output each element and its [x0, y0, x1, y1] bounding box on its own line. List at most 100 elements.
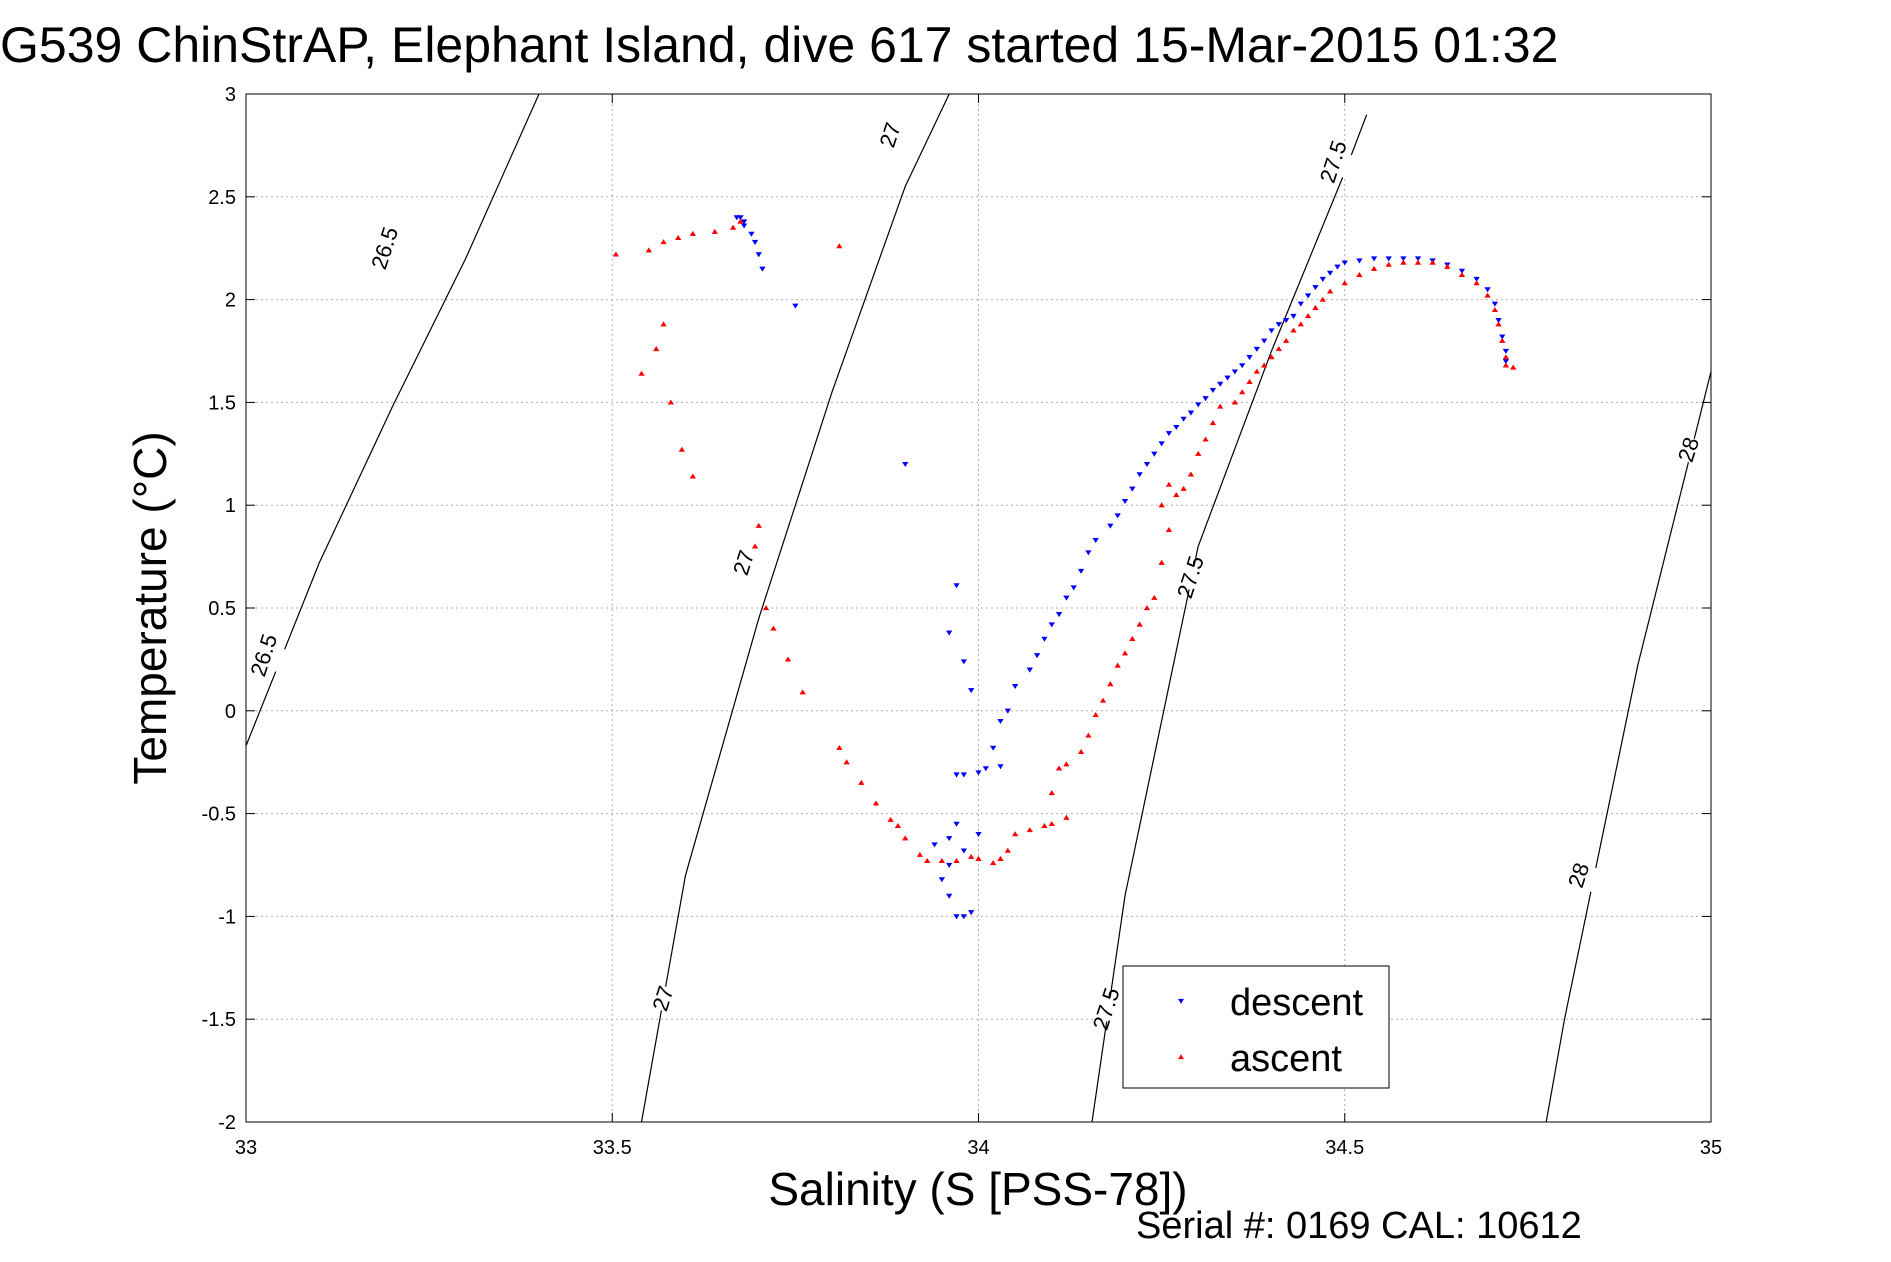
- descent-point: [1114, 513, 1121, 519]
- y-tick-label: 2: [225, 290, 236, 312]
- x-tick-label: 34.5: [1325, 1137, 1364, 1159]
- descent-point: [1253, 346, 1260, 352]
- ascent-point: [1261, 362, 1268, 368]
- descent-point: [1502, 359, 1510, 365]
- ascent-point: [1370, 265, 1378, 271]
- ascent-point: [1173, 492, 1180, 498]
- descent-point: [1217, 381, 1224, 387]
- ascent-point: [1304, 313, 1312, 319]
- ascent-point: [924, 857, 931, 864]
- descent-point: [953, 914, 960, 920]
- descent-point: [1041, 636, 1048, 642]
- ascent-point: [1444, 263, 1451, 269]
- grid: [246, 94, 1711, 1122]
- data-series: [612, 215, 1517, 920]
- ascent-point: [1107, 681, 1114, 687]
- descent-point: [1136, 472, 1143, 478]
- contour-label-bg: [862, 115, 920, 155]
- x-axis-label: Salinity (S [PSS-78]): [768, 1163, 1187, 1215]
- descent-point: [1356, 258, 1363, 264]
- descent-point: [975, 770, 982, 776]
- descent-point: [1268, 328, 1275, 334]
- ascent-point: [1217, 403, 1224, 409]
- descent-point: [1077, 568, 1085, 574]
- ascent-point: [1180, 485, 1187, 491]
- ascent-point: [1400, 259, 1407, 265]
- descent-point: [1202, 396, 1209, 402]
- legend: descent ascent: [1122, 965, 1390, 1089]
- ascent-point: [1510, 364, 1517, 370]
- ascent-point: [660, 239, 667, 245]
- descent-point: [968, 910, 975, 916]
- descent-point: [953, 772, 960, 778]
- ascent-point: [872, 800, 880, 806]
- descent-point: [1246, 355, 1253, 361]
- ascent-point: [953, 857, 960, 864]
- contour-label-bg: [1078, 989, 1136, 1029]
- descent-point: [1143, 461, 1151, 467]
- descent-point: [960, 659, 967, 665]
- legend-marker-ascent: [1178, 1054, 1184, 1060]
- ascent-point: [660, 321, 667, 327]
- ascent-point: [784, 656, 792, 662]
- y-tick-label: -1: [218, 906, 236, 928]
- descent-point: [1326, 270, 1334, 276]
- descent-point: [1370, 256, 1378, 262]
- descent-point: [751, 239, 759, 245]
- descent-point: [1319, 276, 1326, 282]
- legend-label-ascent: ascent: [1230, 1038, 1342, 1080]
- ascent-point: [1231, 399, 1239, 405]
- ascent-point: [1063, 761, 1070, 767]
- descent-point: [1491, 301, 1499, 307]
- contour-label-bg: [715, 543, 773, 583]
- descent-point: [938, 877, 946, 883]
- descent-point: [1341, 260, 1348, 266]
- descent-point: [1165, 431, 1173, 437]
- ascent-point: [653, 346, 660, 352]
- descent-point: [1063, 595, 1070, 601]
- ascent-point: [1502, 354, 1510, 360]
- legend-box: [1122, 965, 1390, 1089]
- ascent-point: [689, 230, 696, 236]
- y-tick-label: -2: [218, 1112, 236, 1134]
- descent-point: [1151, 451, 1158, 457]
- descent-point: [1129, 486, 1136, 492]
- descent-point: [1334, 264, 1341, 270]
- ascent-point: [1275, 346, 1282, 352]
- descent-point: [953, 821, 960, 827]
- descent-point: [946, 893, 953, 899]
- descent-point: [740, 219, 748, 225]
- descent-point: [1312, 285, 1319, 291]
- descent-point: [1385, 256, 1392, 262]
- descent-point: [1224, 375, 1231, 381]
- descent-point: [1085, 550, 1092, 556]
- ascent-point: [1290, 327, 1297, 333]
- descent-point: [1195, 402, 1202, 408]
- contour-label-bg: [635, 979, 692, 1019]
- ascent-point: [689, 473, 696, 479]
- ascent-point: [612, 251, 620, 257]
- descent-point: [946, 836, 953, 842]
- ascent-point: [1114, 662, 1121, 668]
- ascent-point: [1297, 321, 1304, 327]
- ascent-point: [1063, 814, 1070, 820]
- descent-point: [1297, 301, 1304, 307]
- y-tick-label: 0: [225, 701, 236, 723]
- ascent-point: [1414, 259, 1422, 265]
- ascent-point: [858, 779, 865, 785]
- y-tick-label: 1: [225, 495, 236, 517]
- isopycnal-line: [245, 93, 540, 747]
- descent-point: [997, 764, 1004, 770]
- ascent-point: [638, 370, 645, 376]
- descent-point: [1239, 363, 1246, 369]
- x-tick-label: 33.5: [593, 1137, 632, 1159]
- ascent-point: [737, 218, 744, 224]
- descent-point: [1290, 313, 1297, 319]
- ascent-point: [1143, 605, 1151, 611]
- legend-ascent-symbol: [1178, 1054, 1184, 1060]
- ascent-point: [1484, 292, 1491, 298]
- descent-point: [1004, 708, 1011, 714]
- descent-point: [960, 848, 967, 854]
- descent-point: [1158, 441, 1165, 447]
- contour-label-bg: [1550, 855, 1608, 895]
